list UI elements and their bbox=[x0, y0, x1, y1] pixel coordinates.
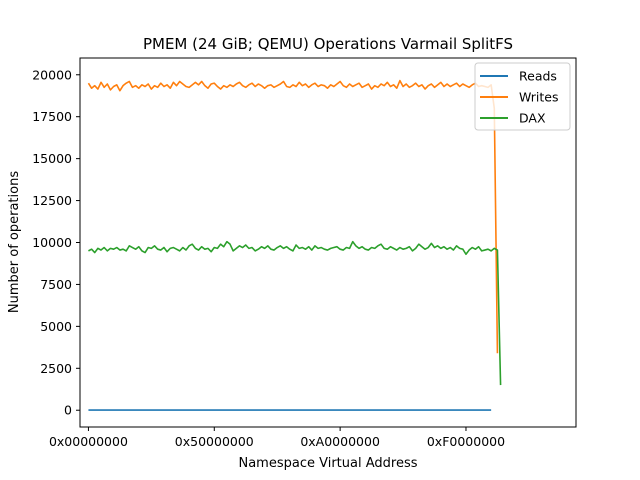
x-tick-label: 0xF0000000 bbox=[427, 434, 505, 449]
y-axis-ticks: 0 2500 5000 7500 10000 12500 15000 17500 20000 bbox=[32, 67, 80, 418]
x-axis-ticks: 0x00000000 0x50000000 0xA0000000 0xF0000000 bbox=[49, 427, 505, 449]
y-tick-label: 20000 bbox=[32, 67, 72, 82]
x-axis-label: Namespace Virtual Address bbox=[238, 456, 417, 471]
series-group bbox=[87, 79, 502, 411]
y-tick-label: 5000 bbox=[40, 319, 72, 334]
x-tick-label: 0xA0000000 bbox=[300, 434, 380, 449]
y-tick-label: 7500 bbox=[40, 277, 72, 292]
y-tick-label: 17500 bbox=[32, 109, 72, 124]
x-tick-label: 0x50000000 bbox=[175, 434, 254, 449]
y-tick-label: 10000 bbox=[32, 235, 72, 250]
y-tick-label: 12500 bbox=[32, 193, 72, 208]
series-line-writes bbox=[87, 79, 499, 354]
legend-label-reads: Reads bbox=[519, 69, 557, 84]
legend: Reads Writes DAX bbox=[474, 62, 571, 131]
y-tick-label: 15000 bbox=[32, 151, 72, 166]
legend-label-writes: Writes bbox=[519, 90, 559, 105]
y-tick-label: 2500 bbox=[40, 361, 72, 376]
chart-title: PMEM (24 GiB; QEMU) Operations Varmail S… bbox=[143, 35, 513, 53]
y-tick-label: 0 bbox=[64, 403, 72, 418]
legend-box bbox=[474, 62, 571, 131]
x-tick-label: 0x00000000 bbox=[49, 434, 128, 449]
legend-label-dax: DAX bbox=[519, 111, 546, 126]
series-line-dax bbox=[88, 240, 502, 386]
y-axis-label: Number of operations bbox=[7, 171, 22, 313]
